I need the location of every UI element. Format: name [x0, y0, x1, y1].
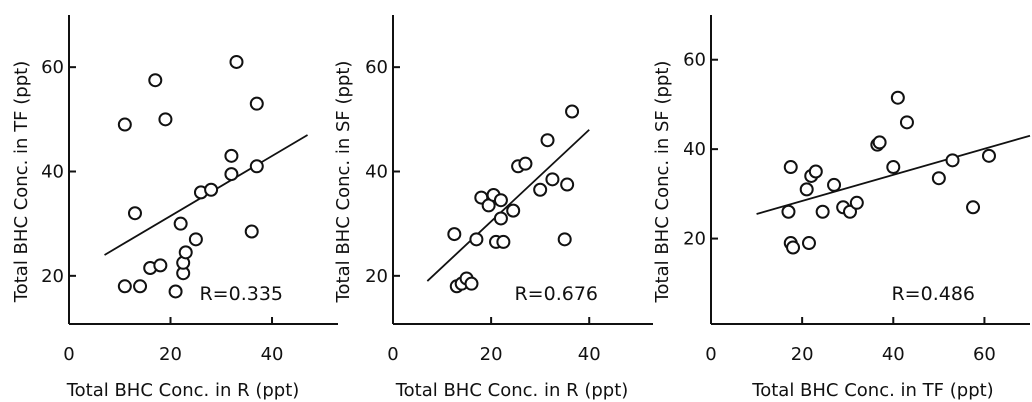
- data-point: [781, 204, 796, 219]
- y-axis-title: Total BHC Conc. in SF (ppt): [652, 61, 673, 304]
- data-point: [469, 232, 484, 247]
- x-tick-label: 40: [578, 344, 601, 365]
- x-tick-label: 20: [480, 344, 503, 365]
- data-point: [244, 224, 259, 239]
- scatter-panel-tf-vs-r: 20 40 60 0 20 40 Total BHC Conc. in R (ppt) Tot…: [11, 15, 338, 401]
- data-point: [786, 240, 801, 255]
- data-point: [133, 279, 148, 294]
- y-tick-label: 60: [41, 57, 64, 78]
- data-point: [127, 206, 142, 221]
- data-point: [224, 148, 239, 163]
- data-point: [518, 156, 533, 171]
- data-point: [464, 276, 479, 291]
- data-point: [447, 227, 462, 242]
- correlation-label: R=0.486: [891, 283, 975, 305]
- data-point: [849, 195, 864, 210]
- data-point: [158, 112, 173, 127]
- y-axis-title: Total BHC Conc. in TF (ppt): [11, 61, 32, 303]
- data-point: [783, 160, 798, 175]
- data-point: [890, 90, 905, 105]
- regression-line: [756, 134, 1031, 215]
- data-point: [533, 182, 548, 197]
- data-point: [188, 232, 203, 247]
- data-point: [117, 279, 132, 294]
- data-point: [815, 204, 830, 219]
- y-tick-label: 20: [41, 266, 64, 287]
- x-axis-title: Total BHC Conc. in R (ppt): [395, 380, 629, 401]
- data-point: [565, 104, 580, 119]
- data-point: [173, 216, 188, 231]
- x-tick-label: 0: [705, 344, 716, 365]
- data-point: [801, 236, 816, 251]
- data-point: [799, 182, 814, 197]
- data-point: [168, 284, 183, 299]
- data-point: [153, 258, 168, 273]
- data-point: [872, 135, 887, 150]
- data-point: [931, 171, 946, 186]
- data-point: [886, 160, 901, 175]
- data-point: [493, 211, 508, 226]
- y-tick-label: 20: [365, 266, 388, 287]
- y-tick-label: 40: [365, 162, 388, 183]
- scatter-panel-sf-vs-tf: 20 40 60 0 20 40 60 Total BHC Conc. in TF (ppt)…: [652, 15, 1031, 401]
- data-point: [178, 245, 193, 260]
- data-point: [827, 177, 842, 192]
- x-tick-label: 0: [63, 344, 74, 365]
- data-point: [899, 115, 914, 130]
- data-point: [966, 200, 981, 215]
- scatter-panel-sf-vs-r: 20 40 60 0 20 40 Total BHC Conc. in R (ppt) Tot…: [333, 15, 653, 401]
- data-point: [493, 193, 508, 208]
- y-tick-label: 40: [683, 139, 706, 160]
- data-point: [148, 73, 163, 88]
- y-tick-label: 60: [365, 57, 388, 78]
- data-point: [249, 96, 264, 111]
- data-point: [545, 172, 560, 187]
- y-tick-label: 20: [683, 229, 706, 250]
- x-tick-label: 0: [387, 344, 398, 365]
- data-point: [560, 177, 575, 192]
- x-tick-label: 40: [261, 344, 284, 365]
- regression-line: [426, 129, 590, 282]
- data-point: [506, 203, 521, 218]
- data-point: [981, 148, 996, 163]
- y-axis-title: Total BHC Conc. in SF (ppt): [333, 61, 354, 304]
- y-tick-label: 60: [683, 50, 706, 71]
- x-tick-label: 40: [882, 344, 905, 365]
- x-axis-title: Total BHC Conc. in TF (ppt): [751, 380, 993, 401]
- data-point: [224, 167, 239, 182]
- data-point: [842, 204, 857, 219]
- data-point: [229, 54, 244, 69]
- x-tick-label: 20: [791, 344, 814, 365]
- correlation-label: R=0.335: [199, 283, 283, 305]
- data-point: [249, 159, 264, 174]
- y-tick-label: 40: [41, 162, 64, 183]
- x-tick-label: 20: [159, 344, 182, 365]
- x-axis-title: Total BHC Conc. in R (ppt): [66, 380, 300, 401]
- data-point: [557, 232, 572, 247]
- data-point: [945, 153, 960, 168]
- data-point: [117, 117, 132, 132]
- data-point: [496, 234, 511, 249]
- x-tick-label: 60: [973, 344, 996, 365]
- data-point: [540, 133, 555, 148]
- data-point: [204, 182, 219, 197]
- data-point: [808, 164, 823, 179]
- correlation-label: R=0.676: [514, 283, 598, 305]
